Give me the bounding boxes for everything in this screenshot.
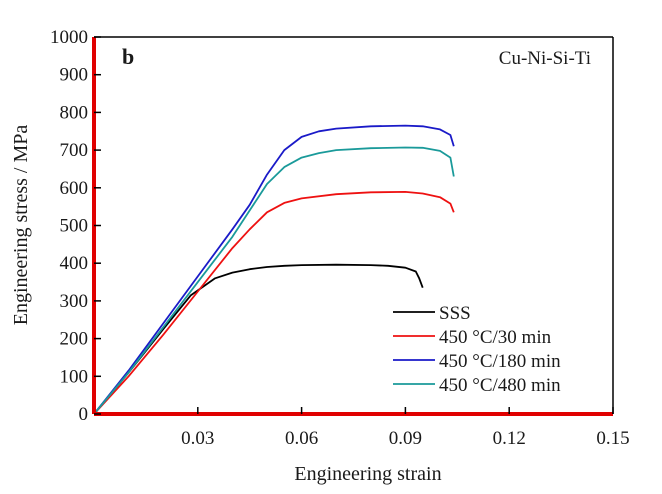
y-tick-label: 900 [60,65,89,86]
series-line-2 [93,124,455,415]
x-tick-label: 0.03 [181,428,214,449]
series-curves [93,124,455,415]
y-tick-label: 200 [60,329,89,350]
y-tick-label: 1000 [50,27,88,48]
x-tick-label: 0.15 [596,428,629,449]
y-tick-label: 700 [60,140,89,161]
y-tick-label: 400 [60,253,89,274]
x-tick-label: 0.12 [493,428,526,449]
y-tick-label: 100 [60,366,89,387]
tick-labels: 0.03 0.06 0.09 0.12 0.15 0 100 200 300 400 500 600 7… [50,27,630,449]
series-line-3 [93,146,455,415]
series-line-1 [93,190,455,415]
y-tick-label: 600 [60,178,89,199]
y-tick-label: 300 [60,291,89,312]
x-axis-title: Engineering strain [294,463,441,485]
panel-label: b [122,44,134,69]
x-tick-label: 0.06 [285,428,318,449]
tick-marks [94,36,614,415]
alloy-annotation: Cu-Ni-Si-Ti [499,48,591,69]
x-tick-label: 0.09 [389,428,422,449]
y-axis-title: Engineering stress / MPa [10,125,32,326]
legend-label: SSS [439,303,471,324]
legend-label: 450 °C/30 min [439,327,552,348]
y-tick-label: 500 [60,216,89,237]
series-line-0 [93,263,424,415]
legend-label: 450 °C/480 min [439,375,561,396]
y-tick-label: 800 [60,102,89,123]
legend: SSS 450 °C/30 min 450 °C/180 min 450 °C/480… [393,303,561,396]
legend-label: 450 °C/180 min [439,351,561,372]
y-tick-label: 0 [79,404,89,425]
